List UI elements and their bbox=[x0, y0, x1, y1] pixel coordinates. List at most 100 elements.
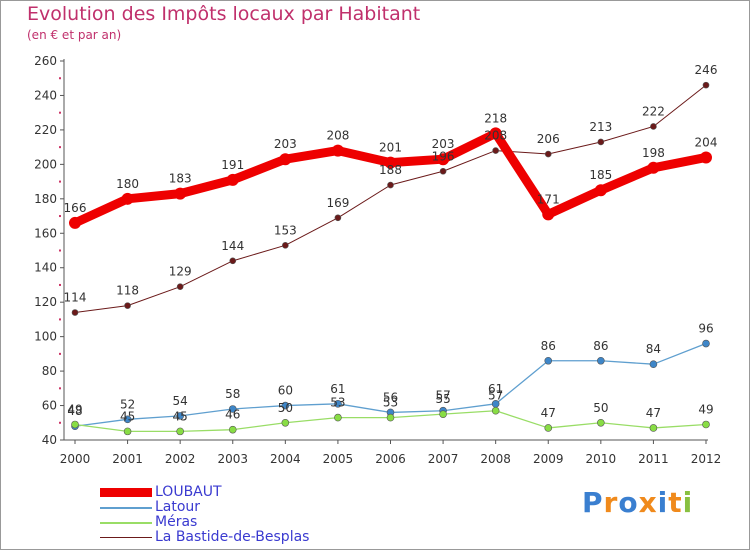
y-tick-label: 260 bbox=[34, 54, 57, 68]
data-label-m-ras: 53 bbox=[330, 396, 345, 410]
data-label-m-ras: 55 bbox=[435, 392, 450, 406]
data-label-loubaut: 185 bbox=[589, 168, 612, 182]
data-label-la-bastide-de-besplas: 196 bbox=[432, 149, 455, 163]
y-minor-tick bbox=[59, 249, 61, 252]
data-point-la-bastide-de-besplas bbox=[387, 181, 394, 189]
x-tick-label: 2000 bbox=[60, 452, 91, 466]
brand-logo: Proxiti bbox=[582, 486, 693, 519]
x-tick-label: 2012 bbox=[691, 452, 722, 466]
chart-subtitle: (en € et par an) bbox=[27, 28, 122, 42]
data-point-m-ras bbox=[702, 420, 710, 429]
y-minor-tick bbox=[59, 111, 61, 114]
data-point-latour bbox=[123, 415, 132, 424]
data-point-la-bastide-de-besplas bbox=[229, 257, 237, 265]
data-point-latour bbox=[228, 405, 237, 413]
data-point-loubaut bbox=[331, 144, 344, 157]
chart-legend: LOUBAUT Latour Méras La Bastide-de-Bespl… bbox=[100, 484, 360, 545]
data-point-la-bastide-de-besplas bbox=[650, 123, 657, 130]
data-label-la-bastide-de-besplas: 114 bbox=[64, 291, 87, 305]
x-tick-label: 2011 bbox=[638, 452, 669, 466]
data-label-latour: 56 bbox=[383, 390, 398, 404]
data-point-loubaut bbox=[384, 156, 397, 169]
data-label-loubaut: 198 bbox=[642, 146, 665, 160]
data-labels-layer: 166 180 183 191 203 208 201 203 218 171 185 198 204 4… bbox=[64, 63, 718, 423]
data-label-la-bastide-de-besplas: 144 bbox=[221, 239, 244, 253]
y-minor-tick bbox=[59, 352, 61, 355]
data-point-m-ras bbox=[176, 427, 184, 436]
data-point-loubaut bbox=[69, 216, 81, 229]
legend-swatch-latour bbox=[100, 507, 152, 509]
data-point-la-bastide-de-besplas bbox=[439, 167, 447, 175]
brand-letter: o bbox=[618, 486, 639, 519]
y-minor-tick bbox=[59, 283, 61, 286]
y-minor-tick bbox=[59, 421, 61, 424]
y-tick-label: 180 bbox=[34, 192, 57, 206]
data-label-loubaut: 180 bbox=[116, 177, 139, 191]
data-label-loubaut: 203 bbox=[274, 137, 297, 151]
data-label-la-bastide-de-besplas: 222 bbox=[642, 104, 665, 118]
data-label-la-bastide-de-besplas: 169 bbox=[326, 196, 349, 210]
data-label-latour: 61 bbox=[488, 382, 503, 396]
data-label-m-ras: 50 bbox=[593, 401, 608, 415]
data-point-latour bbox=[334, 400, 342, 408]
legend-item-meras[interactable]: Méras bbox=[100, 514, 360, 530]
legend-label: LOUBAUT bbox=[155, 484, 222, 500]
data-label-loubaut: 183 bbox=[169, 172, 192, 186]
data-point-m-ras bbox=[334, 413, 342, 422]
data-label-latour: 48 bbox=[67, 404, 82, 418]
data-label-m-ras: 57 bbox=[488, 389, 503, 403]
data-point-m-ras bbox=[439, 410, 447, 418]
chart-axes bbox=[63, 59, 708, 441]
legend-item-latour[interactable]: Latour bbox=[100, 499, 360, 515]
y-minor-tick bbox=[59, 387, 61, 390]
data-label-loubaut: 171 bbox=[537, 192, 560, 206]
legend-label: Méras bbox=[155, 514, 198, 530]
x-axis-ticks: 2000 2001 2002 2003 2004 2005 2006 2007 2008 2009… bbox=[60, 440, 722, 466]
x-tick-label: 2001 bbox=[112, 452, 143, 466]
data-label-m-ras: 49 bbox=[698, 402, 713, 416]
x-tick-label: 2009 bbox=[533, 452, 564, 466]
data-label-latour: 52 bbox=[120, 397, 135, 411]
data-point-m-ras bbox=[491, 406, 500, 415]
data-label-latour: 60 bbox=[278, 384, 293, 398]
y-axis-ticks: 40 60 80 100 120 140 160 180 200 220 240 260 bbox=[34, 54, 64, 447]
data-point-m-ras bbox=[71, 420, 79, 429]
brand-letter: i bbox=[657, 486, 669, 519]
data-label-m-ras: 45 bbox=[173, 409, 188, 423]
data-point-loubaut bbox=[279, 153, 292, 166]
data-label-m-ras: 47 bbox=[646, 406, 661, 420]
data-point-loubaut bbox=[174, 187, 187, 200]
y-minor-tick bbox=[59, 318, 61, 321]
legend-swatch-la-bastide-de-besplas bbox=[100, 537, 152, 538]
y-tick-label: 160 bbox=[34, 226, 57, 240]
legend-item-la-bastide-de-besplas[interactable]: La Bastide-de-Besplas bbox=[100, 529, 360, 545]
data-point-m-ras bbox=[597, 418, 605, 427]
x-tick-label: 2008 bbox=[480, 452, 511, 466]
data-point-la-bastide-de-besplas bbox=[702, 81, 710, 89]
data-label-loubaut: 203 bbox=[432, 137, 455, 151]
x-tick-label: 2010 bbox=[586, 452, 617, 466]
x-tick-label: 2007 bbox=[428, 452, 459, 466]
data-label-latour: 96 bbox=[698, 322, 713, 336]
x-tick-label: 2005 bbox=[323, 452, 354, 466]
x-tick-label: 2006 bbox=[375, 452, 406, 466]
series-layer bbox=[69, 81, 712, 436]
data-label-m-ras: 49 bbox=[67, 402, 82, 416]
data-label-loubaut: 201 bbox=[379, 141, 402, 155]
data-point-m-ras bbox=[386, 413, 395, 422]
data-label-la-bastide-de-besplas: 208 bbox=[484, 129, 507, 143]
data-point-la-bastide-de-besplas bbox=[544, 150, 552, 158]
data-label-latour: 61 bbox=[330, 382, 345, 396]
data-point-la-bastide-de-besplas bbox=[492, 147, 499, 154]
y-minor-tick bbox=[59, 77, 61, 80]
y-minor-tick bbox=[59, 215, 61, 218]
legend-item-loubaut[interactable]: LOUBAUT bbox=[100, 484, 360, 500]
data-point-m-ras bbox=[649, 424, 658, 432]
data-point-m-ras bbox=[281, 418, 290, 427]
brand-letter: i bbox=[682, 486, 694, 519]
data-label-m-ras: 50 bbox=[278, 401, 293, 415]
data-label-latour: 84 bbox=[646, 342, 661, 356]
data-point-loubaut bbox=[489, 127, 502, 140]
data-point-la-bastide-de-besplas bbox=[71, 309, 79, 316]
